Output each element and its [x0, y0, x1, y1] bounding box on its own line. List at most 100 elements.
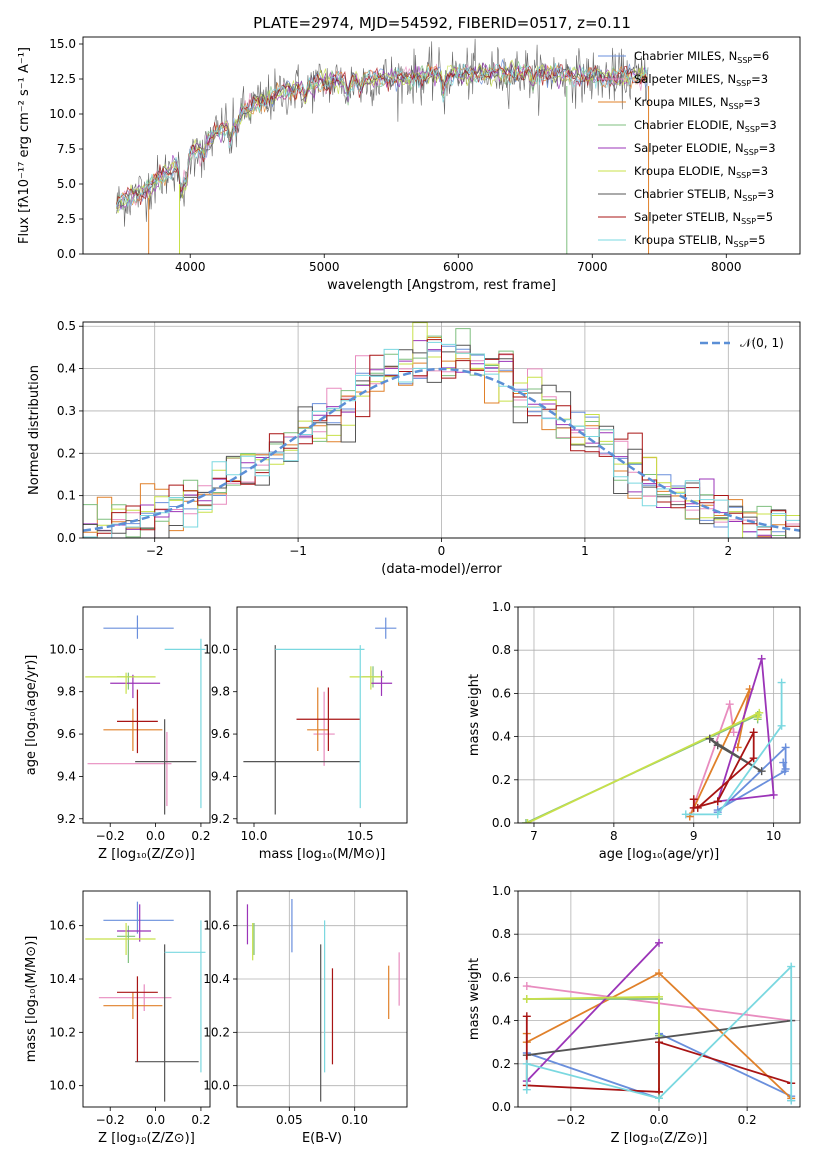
x-axis-label: wavelength [Angstrom, rest frame]: [327, 278, 556, 293]
weight-point: [522, 1085, 531, 1094]
plot-area: [85, 901, 206, 1102]
y-tick-label: 0.8: [492, 643, 511, 657]
x-tick-label: 6000: [443, 260, 474, 274]
y-tick-label: 9.6: [57, 727, 76, 741]
weight-point: [655, 1038, 663, 1047]
y-tick-label: 0.6: [492, 970, 511, 984]
errorbar-kroupa-stelib: [275, 645, 365, 809]
plot-area: [522, 938, 796, 1105]
legend-subscript: SSP: [736, 79, 751, 88]
weight-point: [521, 819, 530, 823]
x-axis-label: Z [log₁₀(Z/Z⊙)]: [611, 1131, 708, 1146]
legend-subscript: SSP: [742, 194, 757, 203]
errorbar-chabrier-stelib: [135, 719, 197, 815]
weight-line: [526, 1019, 792, 1057]
y-tick-label: 12.5: [49, 72, 76, 86]
legend-value: =5: [756, 210, 773, 224]
legend-value: =3: [759, 141, 776, 155]
errorbar-kroupa-elodie: [85, 923, 156, 955]
axes-frame: [236, 890, 408, 1108]
weight-point: [713, 797, 722, 806]
axes-frame: [82, 36, 801, 255]
y-tick-label: 0.2: [492, 773, 511, 787]
x-tick-label: 0: [438, 544, 446, 558]
legend-subscript: SSP: [741, 217, 756, 226]
y-tick-label: 0.5: [57, 319, 76, 333]
errorbar-kroupa-stelib: [164, 920, 206, 1073]
axes-age_vs_mass: 10.0 10.5 9.2 9.4 9.6 9.8 10.0 mass [log₁₀(M/M⊙…: [203, 606, 408, 862]
weight-point: [757, 654, 766, 663]
legend-value: =5: [749, 233, 766, 247]
x-tick-label: −0.2: [96, 1113, 125, 1127]
weight-point: [749, 728, 758, 737]
model-line-chabrier-miles: [116, 59, 648, 211]
errorbar-kroupa-stelib: [164, 638, 206, 809]
y-tick-label: 10.0: [49, 642, 76, 656]
model-line-salpeter-elodie: [116, 62, 648, 210]
y-tick-label: 0.1: [57, 489, 76, 503]
errorbar-chabrier-miles: [103, 901, 174, 934]
plot-area: [246, 899, 400, 1102]
figure-title: PLATE=2974, MJD=54592, FIBERID=0517, z=0…: [253, 14, 631, 32]
plot-area: [116, 38, 650, 254]
weight-point: [713, 810, 722, 819]
x-tick-label: −2: [146, 544, 164, 558]
y-tick-label: 9.4: [57, 769, 76, 783]
weight-point: [729, 728, 738, 737]
legend-subscript: SSP: [734, 240, 749, 249]
x-tick-label: 7: [530, 829, 538, 843]
x-tick-label: 10.0: [241, 829, 268, 843]
legend-value: =3: [751, 72, 768, 86]
residual-histogram-salpeter-stelib: [83, 339, 800, 538]
errorbar-salpeter-elodie: [110, 674, 161, 699]
weight-line: [716, 658, 775, 803]
y-tick-label: 5.0: [57, 177, 76, 191]
weight-point: [655, 938, 663, 947]
x-tick-label: 4000: [175, 260, 206, 274]
plot-area: [521, 654, 790, 823]
weight-point: [681, 810, 690, 819]
errorbar-salpeter-stelib: [296, 687, 361, 751]
weight-point: [522, 995, 531, 1003]
errorbar-salpeter-elodie: [117, 904, 152, 942]
x-axis-label: mass [log₁₀(M/M⊙)]: [259, 847, 386, 862]
y-tick-label: 9.8: [57, 685, 76, 699]
legend-label: Salpeter MILES, NSSP=3: [634, 72, 768, 88]
errorbar-kroupa-miles: [103, 992, 163, 1019]
y-axis-label: mass weight: [467, 958, 482, 1040]
y-tick-label: 0.4: [492, 730, 511, 744]
weight-line: [685, 682, 783, 816]
x-tick-label: 8: [610, 829, 618, 843]
errorbar-chabrier-stelib: [243, 645, 361, 815]
x-tick-label: −0.2: [96, 829, 125, 843]
errorbar-salpeter-elodie: [370, 670, 393, 696]
weight-series-salpeter-elodie: [522, 938, 663, 1086]
weight-point: [753, 713, 762, 722]
weight-series-salpeter-stelib: [689, 728, 758, 812]
errorbar-salpeter-miles: [313, 691, 335, 766]
axes-frame: [517, 606, 801, 824]
y-tick-label: 10.2: [49, 1025, 76, 1039]
errorbar-chabrier-stelib: [135, 944, 199, 1102]
x-tick-label: −1: [289, 544, 307, 558]
y-tick-label: 0.0: [57, 247, 76, 261]
weight-point: [787, 1096, 796, 1105]
weight-line: [526, 998, 660, 1036]
model-line-chabrier-elodie: [116, 60, 648, 211]
y-tick-label: 10.0: [203, 642, 230, 656]
x-tick-label: 0.10: [341, 1113, 368, 1127]
y-axis-label: Flux [fλ10⁻¹⁷ erg cm⁻² s⁻¹ A⁻¹]: [17, 47, 32, 244]
plot-area: [83, 322, 800, 538]
x-tick-label: 9: [690, 829, 698, 843]
axes-frame: [82, 890, 211, 1108]
x-axis-label: age [log₁₀(age/yr)]: [599, 847, 720, 862]
x-tick-label: 0.2: [191, 829, 210, 843]
y-tick-label: 9.2: [57, 812, 76, 826]
legend-label: Kroupa ELODIE, NSSP=3: [634, 164, 768, 180]
legend-label: Kroupa STELIB, NSSP=5: [634, 233, 765, 249]
x-tick-label: 2: [724, 544, 732, 558]
y-tick-label: 9.4: [211, 769, 230, 783]
y-tick-label: 0.0: [492, 1100, 511, 1114]
weight-point: [522, 1059, 531, 1068]
y-tick-label: 15.0: [49, 37, 76, 51]
